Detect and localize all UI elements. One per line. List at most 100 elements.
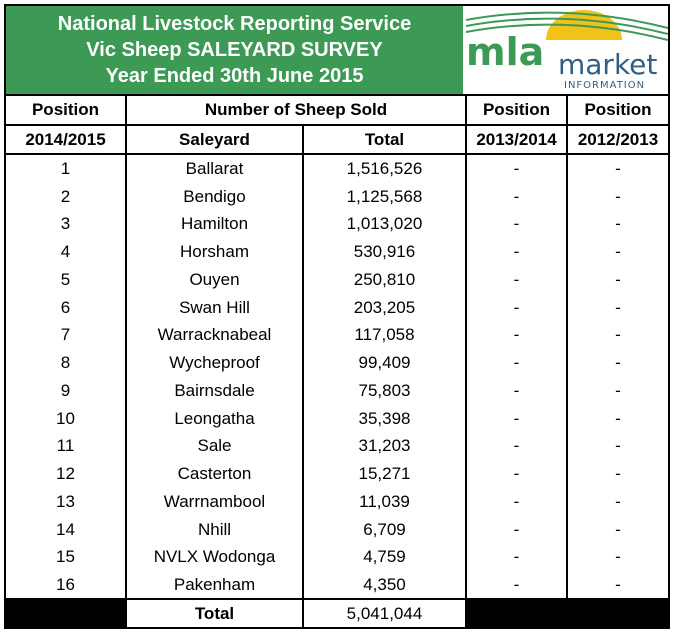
- row-position-2012-2013: -: [615, 464, 621, 484]
- row-position-2013-2014: -: [513, 325, 520, 345]
- header-year-current: 2014/2015: [25, 129, 106, 149]
- row-saleyard: Casterton: [177, 464, 252, 484]
- row-position-2012-2013: -: [615, 380, 621, 400]
- column-divider: [566, 94, 568, 599]
- row-saleyard: Bendigo: [183, 186, 246, 206]
- row-position-2012-2013: -: [615, 269, 621, 289]
- row-saleyard: Swan Hill: [179, 297, 250, 317]
- row-position-2013-2014: -: [513, 186, 520, 206]
- title-line-2: Vic Sheep SALEYARD SURVEY: [86, 39, 383, 61]
- rule: [6, 124, 668, 126]
- row-total: 1,013,020: [346, 214, 423, 234]
- header-number-sold: Number of Sheep Sold: [204, 100, 388, 119]
- row-total: 99,409: [358, 353, 411, 373]
- row-saleyard: Warracknabeal: [157, 325, 272, 345]
- rule: [6, 598, 668, 600]
- row-position-2013-2014: -: [513, 297, 520, 317]
- row-total: 11,039: [359, 491, 410, 511]
- row-position-2012-2013: -: [615, 186, 621, 206]
- row-total: 203,205: [353, 297, 416, 317]
- row-position-2012-2013: -: [615, 519, 621, 539]
- column-divider: [302, 124, 304, 599]
- row-total: 1,125,568: [346, 186, 423, 206]
- row-position-2013-2014: -: [513, 158, 520, 178]
- title-line-1: National Livestock Reporting Service: [57, 13, 412, 35]
- row-saleyard: NVLX Wodonga: [153, 547, 276, 567]
- row-position-2012-2013: -: [615, 547, 621, 567]
- row-position-2013-2014: -: [513, 491, 520, 511]
- rule: [6, 153, 668, 155]
- header-position-2: Position: [482, 100, 551, 119]
- header-position-3: Position: [584, 100, 652, 119]
- footer-fill-left: [6, 600, 125, 627]
- row-total: 35,398: [358, 408, 411, 428]
- row-position-2013-2014: -: [513, 464, 520, 484]
- row-saleyard: Warrnambool: [163, 491, 266, 511]
- row-total: 117,058: [354, 325, 415, 345]
- row-total: 530,916: [353, 242, 416, 262]
- row-position: 16: [56, 575, 75, 595]
- title-line-3: Year Ended 30th June 2015: [105, 65, 364, 87]
- row-saleyard: Sale: [197, 436, 232, 456]
- footer-total-value: 5,041,044: [346, 603, 423, 623]
- row-saleyard: Nhill: [197, 519, 232, 539]
- row-position-2013-2014: -: [513, 547, 520, 567]
- svg-text:INFORMATION: INFORMATION: [564, 80, 645, 91]
- row-position-2012-2013: -: [615, 353, 621, 373]
- row-saleyard: Ballarat: [185, 158, 244, 178]
- row-position-2013-2014: -: [513, 353, 520, 373]
- row-position: 12: [56, 464, 75, 484]
- row-position-2013-2014: -: [513, 575, 520, 595]
- row-position: 2: [60, 186, 71, 206]
- column-divider: [465, 600, 467, 627]
- row-saleyard: Bairnsdale: [174, 380, 255, 400]
- row-total: 6,709: [363, 519, 406, 539]
- row-total: 4,350: [363, 575, 406, 595]
- svg-text:market: market: [558, 48, 657, 81]
- row-saleyard: Hamilton: [180, 214, 249, 234]
- row-total: 31,203: [358, 436, 411, 456]
- row-position: 14: [56, 519, 75, 539]
- row-position-2012-2013: -: [615, 575, 621, 595]
- row-position: 11: [56, 436, 75, 456]
- row-position: 5: [60, 269, 71, 289]
- header-year-prev-2: 2012/2013: [577, 129, 659, 149]
- footer-fill-right: [467, 600, 668, 627]
- row-position: 9: [60, 380, 71, 400]
- column-divider: [125, 94, 127, 599]
- row-position-2012-2013: -: [615, 436, 621, 456]
- row-saleyard: Pakenham: [173, 575, 256, 595]
- row-position-2013-2014: -: [513, 380, 520, 400]
- header-position: Position: [31, 100, 100, 119]
- row-total: 1,516,526: [346, 158, 423, 178]
- title-banner: National Livestock Reporting Service Vic…: [6, 6, 463, 94]
- row-position-2012-2013: -: [615, 214, 621, 234]
- row-position: 13: [56, 491, 75, 511]
- header-saleyard: Saleyard: [179, 129, 250, 149]
- row-total: 250,810: [353, 269, 416, 289]
- row-total: 15,271: [358, 464, 411, 484]
- row-saleyard: Leongatha: [174, 408, 255, 428]
- rule: [6, 94, 668, 96]
- row-position: 3: [60, 214, 71, 234]
- row-position: 1: [60, 158, 71, 178]
- row-position: 4: [60, 242, 71, 262]
- row-saleyard: Ouyen: [189, 269, 240, 289]
- row-saleyard: Wycheproof: [169, 353, 260, 373]
- row-total: 75,803: [358, 380, 411, 400]
- row-position: 8: [60, 353, 71, 373]
- row-total: 4,759: [363, 547, 406, 567]
- row-position: 6: [60, 297, 71, 317]
- row-position: 10: [56, 408, 75, 428]
- row-position-2013-2014: -: [513, 408, 520, 428]
- row-position-2013-2014: -: [513, 269, 520, 289]
- mla-logo-graphic: mla market INFORMATION: [466, 10, 668, 91]
- column-divider: [302, 600, 304, 627]
- row-position-2013-2014: -: [513, 214, 520, 234]
- row-position: 7: [60, 325, 71, 345]
- row-position-2013-2014: -: [513, 242, 520, 262]
- row-position-2012-2013: -: [615, 158, 621, 178]
- row-position-2012-2013: -: [615, 491, 621, 511]
- mla-logo: mla market INFORMATION: [466, 6, 668, 94]
- row-position: 15: [56, 547, 75, 567]
